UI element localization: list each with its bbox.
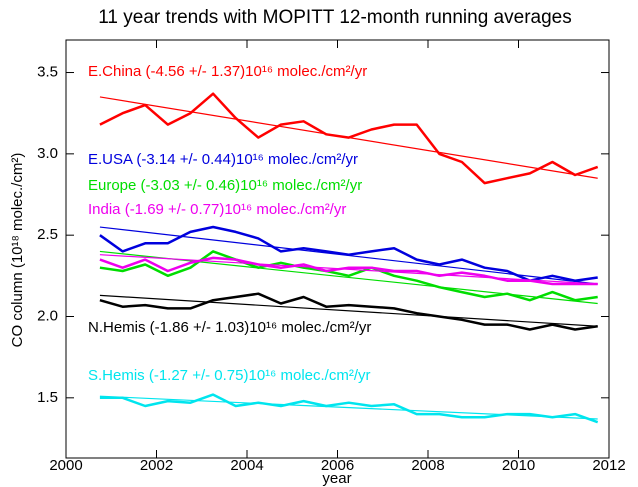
chart-title: 11 year trends with MOPITT 12-month runn…	[98, 7, 571, 28]
x-tick-label: 2006	[321, 457, 354, 474]
y-tick-label: 1.5	[37, 389, 58, 406]
series-line	[99, 393, 599, 424]
legend-label: Europe (-3.03 +/- 0.46)10¹⁶ molec./cm²/y…	[88, 177, 362, 194]
legend-label: S.Hemis (-1.27 +/- 0.75)10¹⁶ molec./cm²/…	[88, 367, 371, 384]
y-axis-label: CO column (10¹⁸ molec./cm²)	[9, 153, 26, 348]
plot-frame	[65, 39, 610, 459]
series-line	[99, 292, 598, 331]
trend-line	[99, 395, 598, 420]
series-line	[99, 256, 598, 286]
x-tick-label: 2000	[49, 457, 82, 474]
series-line	[99, 92, 599, 185]
x-tick-label: 2004	[230, 457, 263, 474]
y-tick-label: 3.0	[37, 145, 58, 162]
trend-line	[99, 254, 598, 285]
legend-label: N.Hemis (-1.86 +/- 1.03)10¹⁶ molec./cm²/…	[88, 319, 371, 336]
series-line	[99, 225, 598, 282]
y-tick-label: 3.5	[37, 63, 58, 80]
x-tick-label: 2012	[592, 457, 625, 474]
trend-line	[99, 294, 598, 327]
legend-label: E.USA (-3.14 +/- 0.44)10¹⁶ molec./cm²/yr	[88, 151, 358, 168]
legend-label: India (-1.69 +/- 0.77)10¹⁶ molec./cm²/yr	[88, 201, 346, 218]
y-tick-label: 2.0	[37, 307, 58, 324]
y-tick-label: 2.5	[37, 226, 58, 243]
series-line	[99, 250, 598, 302]
x-tick-label: 2008	[411, 457, 444, 474]
x-tick-label: 2002	[140, 457, 173, 474]
legend-label: E.China (-4.56 +/- 1.37)10¹⁶ molec./cm²/…	[88, 63, 367, 80]
x-tick-label: 2010	[502, 457, 535, 474]
x-axis-label: year	[322, 470, 351, 487]
